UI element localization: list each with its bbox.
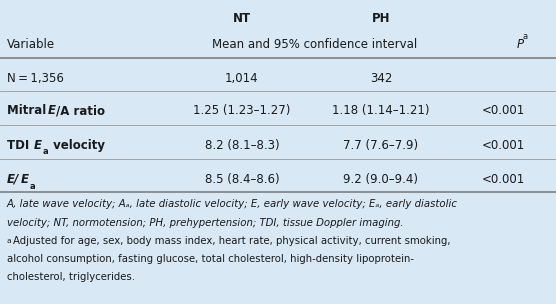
Text: P: P xyxy=(517,38,524,50)
Text: E: E xyxy=(21,173,29,186)
Text: 8.5 (8.4–8.6): 8.5 (8.4–8.6) xyxy=(205,173,279,186)
Text: <0.001: <0.001 xyxy=(482,105,525,117)
Text: E: E xyxy=(34,139,42,152)
Text: alcohol consumption, fasting glucose, total cholesterol, high-density lipoprotei: alcohol consumption, fasting glucose, to… xyxy=(7,254,414,264)
Text: a: a xyxy=(29,181,35,191)
Text: velocity: velocity xyxy=(49,139,105,152)
Text: <0.001: <0.001 xyxy=(482,139,525,152)
Text: /A ratio: /A ratio xyxy=(56,105,105,117)
Text: E: E xyxy=(47,105,55,117)
Text: Adjusted for age, sex, body mass index, heart rate, physical activity, current s: Adjusted for age, sex, body mass index, … xyxy=(13,236,451,246)
Text: Mitral: Mitral xyxy=(7,105,50,117)
Text: 1.25 (1.23–1.27): 1.25 (1.23–1.27) xyxy=(193,105,291,117)
Text: 8.2 (8.1–8.3): 8.2 (8.1–8.3) xyxy=(205,139,279,152)
Text: Variable: Variable xyxy=(7,38,55,50)
Text: PH: PH xyxy=(371,12,390,25)
Text: 1.18 (1.14–1.21): 1.18 (1.14–1.21) xyxy=(332,105,430,117)
Text: 1,014: 1,014 xyxy=(225,72,259,85)
Text: velocity; NT, normotension; PH, prehypertension; TDI, tissue Doppler imaging.: velocity; NT, normotension; PH, prehyper… xyxy=(7,218,403,227)
Text: E/: E/ xyxy=(7,173,19,186)
Text: a: a xyxy=(523,32,528,41)
Text: Mean and 95% confidence interval: Mean and 95% confidence interval xyxy=(211,38,417,50)
Text: a: a xyxy=(7,238,11,244)
Text: 7.7 (7.6–7.9): 7.7 (7.6–7.9) xyxy=(343,139,419,152)
Text: cholesterol, triglycerides.: cholesterol, triglycerides. xyxy=(7,272,135,282)
Text: A, late wave velocity; Aₐ, late diastolic velocity; E, early wave velocity; Eₐ, : A, late wave velocity; Aₐ, late diastoli… xyxy=(7,199,458,209)
Text: a: a xyxy=(42,147,48,157)
Text: 342: 342 xyxy=(370,72,392,85)
Text: N = 1,356: N = 1,356 xyxy=(7,72,63,85)
Text: NT: NT xyxy=(233,12,251,25)
Text: <0.001: <0.001 xyxy=(482,173,525,186)
Text: 9.2 (9.0–9.4): 9.2 (9.0–9.4) xyxy=(344,173,418,186)
Text: TDI: TDI xyxy=(7,139,33,152)
